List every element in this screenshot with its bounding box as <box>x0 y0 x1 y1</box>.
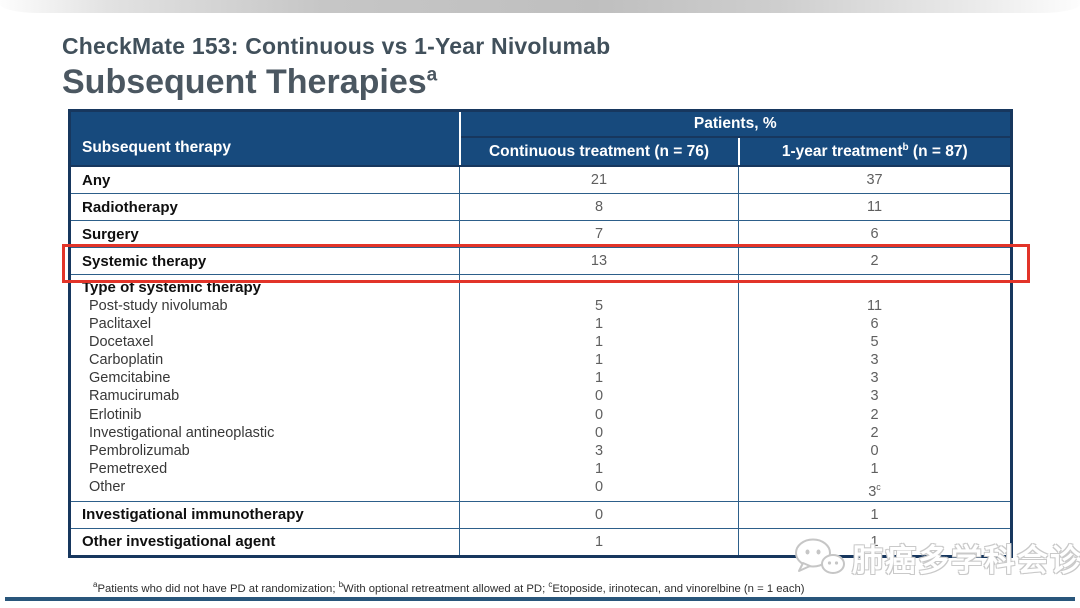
footnote-part-b: bWith optional retreatment allowed at PD… <box>338 580 549 595</box>
footnote-text-a: Patients who did not have PD at randomiz… <box>97 582 339 595</box>
row-label: Surgery <box>69 220 460 248</box>
detail-item-label: Gemcitabine <box>89 370 171 387</box>
row-label: Radiotherapy <box>69 193 460 221</box>
slide-kicker: CheckMate 153: Continuous vs 1-Year Nivo… <box>62 33 611 59</box>
wechat-chat-bubbles-icon <box>795 538 845 574</box>
table-row-type-of-systemic-therapy: Type of systemic therapy Post-study nivo… <box>69 274 1013 502</box>
table-header: Subsequent therapy Patients, % Continuou… <box>68 109 1013 167</box>
value-footnote-marker: c <box>876 481 881 492</box>
detail-value: 0 <box>594 388 604 405</box>
table-row-radiotherapy: Radiotherapy 8 11 <box>69 193 1013 221</box>
detail-value: 0 <box>594 424 604 441</box>
systemic-detail-labels: Type of systemic therapy Post-study nivo… <box>69 274 460 502</box>
col-1year-footnote-marker: b <box>902 141 909 153</box>
footnote: aPatients who did not have PD at randomi… <box>93 580 1033 595</box>
detail-value: 5 <box>594 298 604 314</box>
cell-1year: 1 <box>737 500 1013 529</box>
row-label: Investigational immunotherapy <box>69 500 460 529</box>
systemic-therapy-highlight-box <box>62 244 1030 283</box>
footnote-text-c: Etoposide, irinotecan, and vinorelbine (… <box>552 582 805 595</box>
detail-value: 11 <box>866 298 883 314</box>
column-header-subsequent-therapy: Subsequent therapy <box>68 109 461 167</box>
table-header-row-1: Subsequent therapy Patients, % <box>68 109 1013 167</box>
detail-item-label: Ramucirumab <box>89 388 180 405</box>
footnote-part-a: aPatients who did not have PD at randomi… <box>93 580 339 595</box>
col-1year-text: 1-year treatment <box>781 143 903 161</box>
row-label: Any <box>69 165 460 194</box>
watermark: 肺癌多学科会诊 <box>793 535 1080 580</box>
col-1year-n: (n = 87) <box>908 143 968 161</box>
detail-item-label: Docetaxel <box>89 334 154 351</box>
table-row-investigational-immunotherapy: Investigational immunotherapy 0 1 <box>69 500 1013 529</box>
footnote-marker-b: b <box>338 580 344 589</box>
table-row-systemic-therapy: Systemic therapy 13 2 <box>69 247 1013 275</box>
detail-value: 6 <box>870 316 879 333</box>
detail-value: 3 <box>594 442 604 459</box>
column-header-continuous-treatment: Continuous treatment (n = 76) <box>458 136 740 167</box>
detail-value: 0 <box>870 442 879 459</box>
top-gradient-bar <box>0 0 1080 13</box>
detail-item-label: Paclitaxel <box>89 316 152 333</box>
detail-value: 3 <box>870 388 879 405</box>
detail-value: 1 <box>594 460 604 477</box>
detail-value: 2 <box>870 406 879 423</box>
page-title: Subsequent Therapiesa <box>62 63 437 102</box>
detail-value: 0 <box>594 478 604 495</box>
row-label: Other investigational agent <box>69 527 460 557</box>
cell-1year: 1 <box>737 527 1013 557</box>
detail-item-label: Post-study nivolumab <box>89 298 228 314</box>
detail-value: 3 <box>870 352 879 369</box>
footnote-part-c: cEtoposide, irinotecan, and vinorelbine … <box>548 580 805 595</box>
detail-item-label: Pembrolizumab <box>89 442 190 459</box>
table-row-any: Any 21 37 <box>69 165 1013 194</box>
cell-1year: 2 <box>737 247 1013 275</box>
detail-item-label: Carboplatin <box>89 352 164 369</box>
cell-1year: 11 <box>737 193 1013 221</box>
detail-value: 3 <box>868 483 877 500</box>
cell-continuous: 0 <box>459 500 739 529</box>
detail-item-label: Other <box>89 478 126 495</box>
bottom-accent-line <box>5 597 1075 601</box>
column-header-1-year-treatment: 1-year treatmentb (n = 87) <box>737 136 1013 167</box>
detail-item-label: Erlotinib <box>89 406 142 423</box>
table-body: Any 21 37 Radiotherapy 8 11 Surgery 7 6 … <box>69 165 1013 557</box>
systemic-detail-continuous-values: 5 1 1 1 1 0 0 0 3 1 0 <box>459 274 739 502</box>
detail-value: 3 <box>870 370 879 387</box>
table-header-row-2: Continuous treatment (n = 76) 1-year tre… <box>70 136 1013 167</box>
detail-value: 2 <box>870 424 879 441</box>
cell-continuous: 21 <box>459 165 739 194</box>
footnote-marker-c: c <box>548 580 553 589</box>
detail-value: 1 <box>594 334 604 351</box>
detail-item-label: Investigational antineoplastic <box>89 424 275 441</box>
detail-item-label: Pemetrexed <box>89 460 168 477</box>
detail-value: 1 <box>594 370 604 387</box>
detail-value: 0 <box>594 406 604 423</box>
title-footnote-marker: a <box>426 64 438 86</box>
detail-value-with-footnote: 3c <box>739 478 1010 501</box>
watermark-text: 肺癌多学科会诊 <box>852 543 1080 578</box>
detail-value: 1 <box>594 352 604 369</box>
column-group-header-patients: Patients, % <box>458 109 1013 138</box>
cell-continuous: 7 <box>459 220 739 248</box>
detail-value: 1 <box>594 316 604 333</box>
row-label: Systemic therapy <box>69 247 460 275</box>
cell-continuous: 8 <box>459 193 739 221</box>
cell-1year: 37 <box>737 165 1013 194</box>
detail-value: 5 <box>870 334 879 351</box>
cell-continuous: 13 <box>459 247 739 275</box>
footnote-text-b: With optional retreatment allowed at PD; <box>343 582 549 595</box>
detail-value: 1 <box>870 460 879 477</box>
subsequent-therapies-table: Subsequent therapy Patients, % Continuou… <box>68 109 1014 558</box>
cell-continuous: 1 <box>459 527 739 557</box>
footnote-marker-a: a <box>93 580 98 589</box>
table-row-surgery: Surgery 7 6 <box>69 220 1013 248</box>
table-row-other-investigational-agent: Other investigational agent 1 1 <box>69 527 1013 557</box>
cell-1year: 6 <box>737 220 1013 248</box>
page-title-text: Subsequent Therapies <box>62 63 427 101</box>
systemic-detail-1year-values: 11 6 5 3 3 3 2 2 0 1 3c <box>737 274 1013 502</box>
detail-header: Type of systemic therapy <box>82 279 261 296</box>
